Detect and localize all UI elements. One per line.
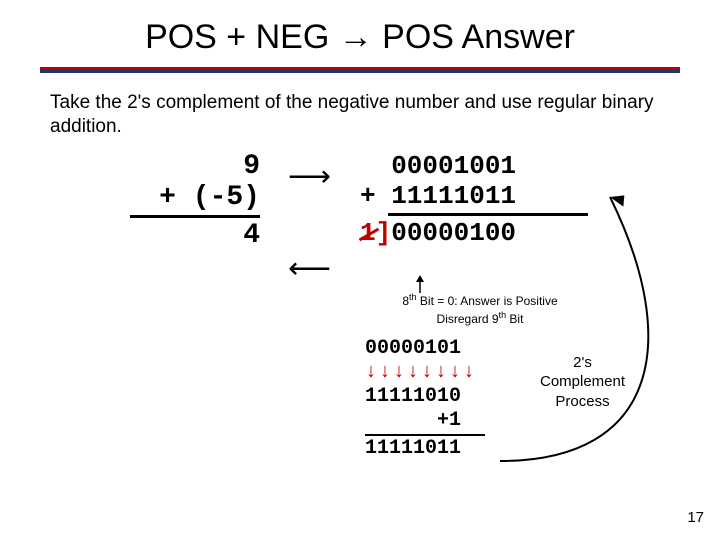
binary-b: + 11111011 <box>360 181 588 211</box>
sign-note: 8th Bit = 0: Answer is Positive Disregar… <box>370 291 590 327</box>
decimal-rule <box>130 215 260 218</box>
decimal-a: 9 <box>130 151 260 182</box>
carry-text: 1] <box>360 218 391 248</box>
decimal-b: + (-5) <box>130 182 260 213</box>
binary-result: 00000100 <box>391 218 516 248</box>
decimal-result: 4 <box>130 220 260 251</box>
tc-plus-one: +1 <box>365 409 485 433</box>
tc-flip-arrows: ↓↓↓↓↓↓↓↓ <box>365 361 485 385</box>
tc-label-l3: Process <box>540 392 625 412</box>
tc-label-l2: Complement <box>540 372 625 392</box>
tc-label: 2's Complement Process <box>540 353 625 412</box>
tc-rule <box>365 434 485 436</box>
binary-result-row: 1]00000100 <box>360 218 588 248</box>
arrow-right: ⟶ <box>288 159 331 194</box>
twos-complement-block: 00000101 ↓↓↓↓↓↓↓↓ 11111010 +1 11111011 <box>365 337 485 461</box>
sign-note-line2: Disregard 9th Bit <box>370 309 590 327</box>
page-number: 17 <box>687 509 704 526</box>
binary-a: 00001001 <box>360 151 588 181</box>
intro-text: Take the 2's complement of the negative … <box>50 91 670 139</box>
carry-bit: 1] <box>360 218 391 248</box>
title-underline <box>40 67 680 73</box>
slide-title: POS + NEG → POS Answer <box>50 18 670 67</box>
tc-result: 11111011 <box>365 437 485 461</box>
worked-example: 9 + (-5) 4 ⟶ ⟵ 00001001 + 11111011 1]000… <box>50 151 670 491</box>
tc-flipped: 11111010 <box>365 385 485 409</box>
binary-column: 00001001 + 11111011 1]00000100 <box>360 151 588 248</box>
arrow-left: ⟵ <box>288 251 331 286</box>
tc-label-l1: 2's <box>540 353 625 373</box>
decimal-column: 9 + (-5) 4 <box>130 151 260 251</box>
binary-rule <box>388 213 588 216</box>
sign-note-line1: 8th Bit = 0: Answer is Positive <box>370 291 590 309</box>
tc-source: 00000101 <box>365 337 485 361</box>
